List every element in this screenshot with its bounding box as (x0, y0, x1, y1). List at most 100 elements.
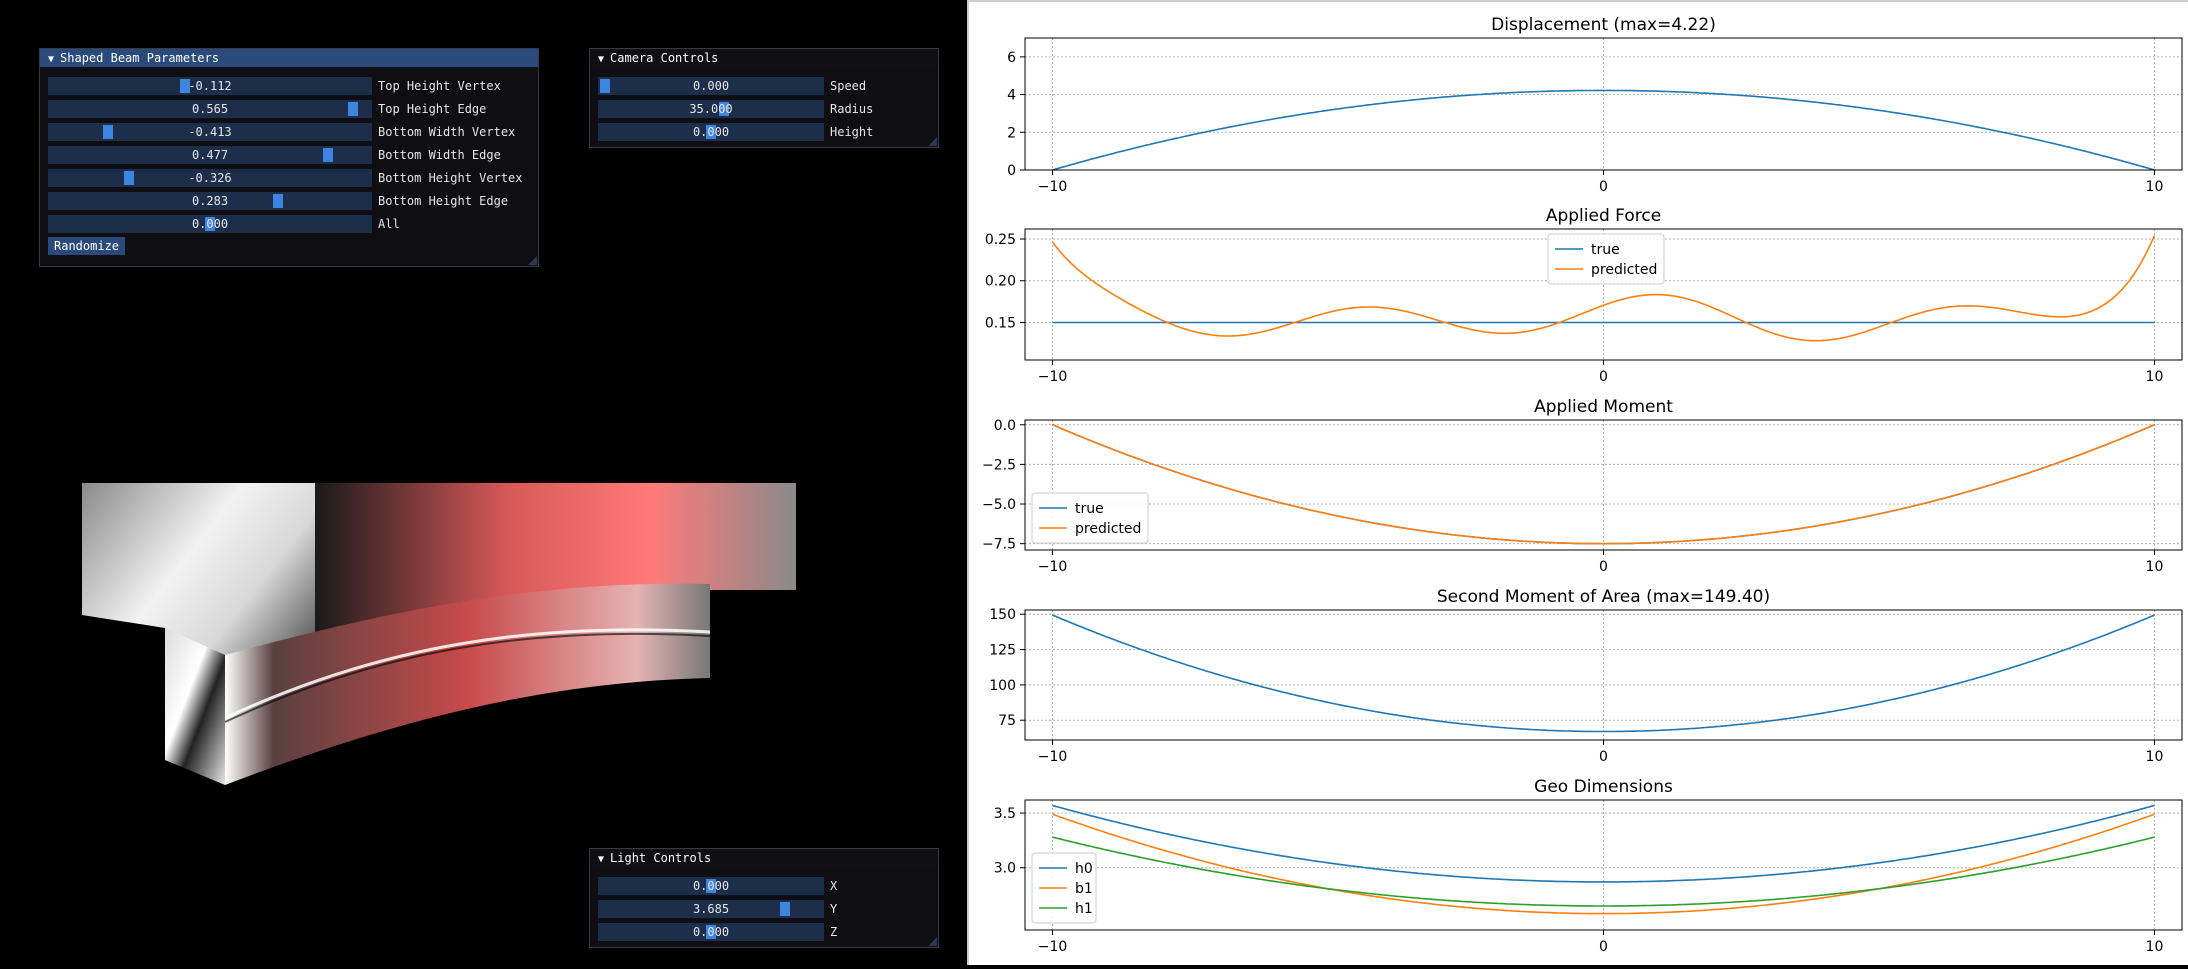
panel-title: Shaped Beam Parameters (60, 51, 219, 65)
slider-label: Bottom Width Edge (378, 148, 501, 162)
slider-value: -0.326 (188, 171, 232, 185)
series-line-h1 (1052, 836, 2155, 907)
legend-box (1031, 492, 1149, 544)
beam-3d-viewport[interactable] (60, 460, 820, 800)
collapse-arrow-icon[interactable]: ▼ (598, 854, 605, 865)
x-tick-label: 10 (2146, 749, 2164, 765)
camera-controls-panel: ▼ Camera Controls 0.000 Speed 35.000 Radius 0… (589, 48, 939, 148)
legend-label: h0 (1075, 861, 1093, 877)
slider-all[interactable]: 0.000 (48, 215, 372, 233)
legend-label: b1 (1075, 881, 1093, 897)
y-tick-label: 2 (1007, 125, 1016, 141)
plots-svg: Displacement (max=4.22) −10 0 10 0 2 4 6 Applied… (982, 15, 2183, 955)
beam-highlight-edge (224, 628, 711, 720)
x-tick-label: 10 (2146, 179, 2164, 195)
light-controls-titlebar[interactable]: ▼ Light Controls (590, 849, 938, 867)
slider-value: 0.000 (692, 125, 730, 139)
slider-bottom-width-edge[interactable]: 0.477 (48, 146, 372, 164)
slider-value: -0.413 (188, 125, 232, 139)
collapse-arrow-icon[interactable]: ▼ (48, 54, 55, 65)
y-tick-label: 125 (989, 643, 1016, 659)
slider-label: Bottom Height Vertex (378, 171, 523, 185)
resize-grip-icon[interactable] (528, 256, 537, 265)
slider-height[interactable]: 0.000 (598, 123, 824, 141)
resize-grip-icon[interactable] (928, 937, 937, 946)
slider-value: -0.112 (188, 79, 232, 93)
slider-label: Y (830, 902, 838, 916)
slider-grab-handle[interactable] (706, 925, 716, 939)
slider-grab-handle[interactable] (719, 102, 729, 116)
legend-label: predicted (1075, 521, 1141, 537)
slider-label: Top Height Edge (378, 102, 487, 116)
x-tick-label: 0 (1599, 559, 1608, 575)
chart-title: Applied Force (1546, 206, 1661, 226)
slider-label: All (378, 217, 400, 231)
y-tick-label: 3.0 (994, 861, 1016, 877)
y-tick-label: −7.5 (982, 537, 1016, 553)
slider-label: Speed (830, 79, 867, 93)
slider-label: X (830, 879, 838, 893)
y-tick-label: 4 (1007, 88, 1016, 104)
x-tick-label: −10 (1038, 749, 1068, 765)
shaped-beam-titlebar[interactable]: ▼ Shaped Beam Parameters (40, 49, 538, 67)
slider-value: 0.000 (191, 217, 229, 231)
slider-grab-handle[interactable] (273, 194, 283, 208)
y-tick-label: 0 (1007, 163, 1016, 179)
chart-title: Displacement (max=4.22) (1491, 15, 1716, 35)
y-tick-label: 6 (1007, 50, 1016, 66)
slider-grab-handle[interactable] (205, 217, 215, 231)
y-tick-label: 75 (998, 713, 1016, 729)
y-tick-label: 0.20 (985, 274, 1016, 290)
slider-label: Top Height Vertex (378, 79, 501, 93)
slider-y[interactable]: 3.685 (598, 900, 824, 918)
slider-top-height-vertex[interactable]: -0.112 (48, 77, 372, 95)
slider-value: 0.477 (191, 148, 229, 162)
legend-box (1547, 233, 1665, 285)
collapse-arrow-icon[interactable]: ▼ (598, 54, 605, 65)
slider-label: Radius (830, 102, 874, 116)
x-tick-label: 0 (1599, 749, 1608, 765)
slider-radius[interactable]: 35.000 (598, 100, 824, 118)
slider-bottom-height-edge[interactable]: 0.283 (48, 192, 372, 210)
slider-bottom-width-vertex[interactable]: -0.413 (48, 123, 372, 141)
slider-value: 0.000 (692, 79, 730, 93)
x-tick-label: 10 (2146, 369, 2164, 385)
slider-grab-handle[interactable] (323, 148, 333, 162)
beam-vertex-face (165, 628, 225, 785)
panel-title: Camera Controls (610, 51, 719, 65)
y-tick-label: −2.5 (982, 457, 1016, 473)
slider-grab-handle[interactable] (180, 79, 190, 93)
panel-title: Light Controls (610, 851, 712, 865)
slider-grab-handle[interactable] (103, 125, 113, 139)
y-tick-label: 0.0 (994, 418, 1016, 434)
slider-z[interactable]: 0.000 (598, 923, 824, 941)
x-tick-label: −10 (1038, 559, 1068, 575)
slider-grab-handle[interactable] (780, 902, 790, 916)
legend-label: h1 (1075, 901, 1093, 917)
slider-bottom-height-vertex[interactable]: -0.326 (48, 169, 372, 187)
x-tick-label: 10 (2146, 939, 2164, 955)
randomize-button[interactable]: Randomize (48, 237, 126, 255)
slider-grab-handle[interactable] (348, 102, 358, 116)
y-tick-label: 0.25 (985, 232, 1016, 248)
shaped-beam-panel: ▼ Shaped Beam Parameters -0.112 Top Height… (39, 48, 539, 267)
light-controls-panel: ▼ Light Controls 0.000 X 3.685 Y 0.000 Z (589, 848, 939, 948)
slider-grab-handle[interactable] (706, 879, 716, 893)
chart-title: Geo Dimensions (1534, 777, 1673, 797)
camera-controls-titlebar[interactable]: ▼ Camera Controls (590, 49, 938, 67)
slider-grab-handle[interactable] (706, 125, 716, 139)
slider-value: 0.000 (692, 879, 730, 893)
resize-grip-icon[interactable] (928, 137, 937, 146)
plot-figure: Displacement (max=4.22) −10 0 10 0 2 4 6 Applied… (967, 0, 2188, 965)
slider-speed[interactable]: 0.000 (598, 77, 824, 95)
x-tick-label: −10 (1038, 369, 1068, 385)
slider-grab-handle[interactable] (600, 79, 610, 93)
slider-top-height-edge[interactable]: 0.565 (48, 100, 372, 118)
slider-grab-handle[interactable] (124, 171, 134, 185)
slider-x[interactable]: 0.000 (598, 877, 824, 895)
series-line-h0 (1052, 804, 2155, 883)
series-line-displacement (1052, 89, 2155, 171)
beam-dark-edge (224, 632, 711, 723)
legend-label: predicted (1591, 262, 1657, 278)
series-line-predicted (1051, 235, 2156, 342)
